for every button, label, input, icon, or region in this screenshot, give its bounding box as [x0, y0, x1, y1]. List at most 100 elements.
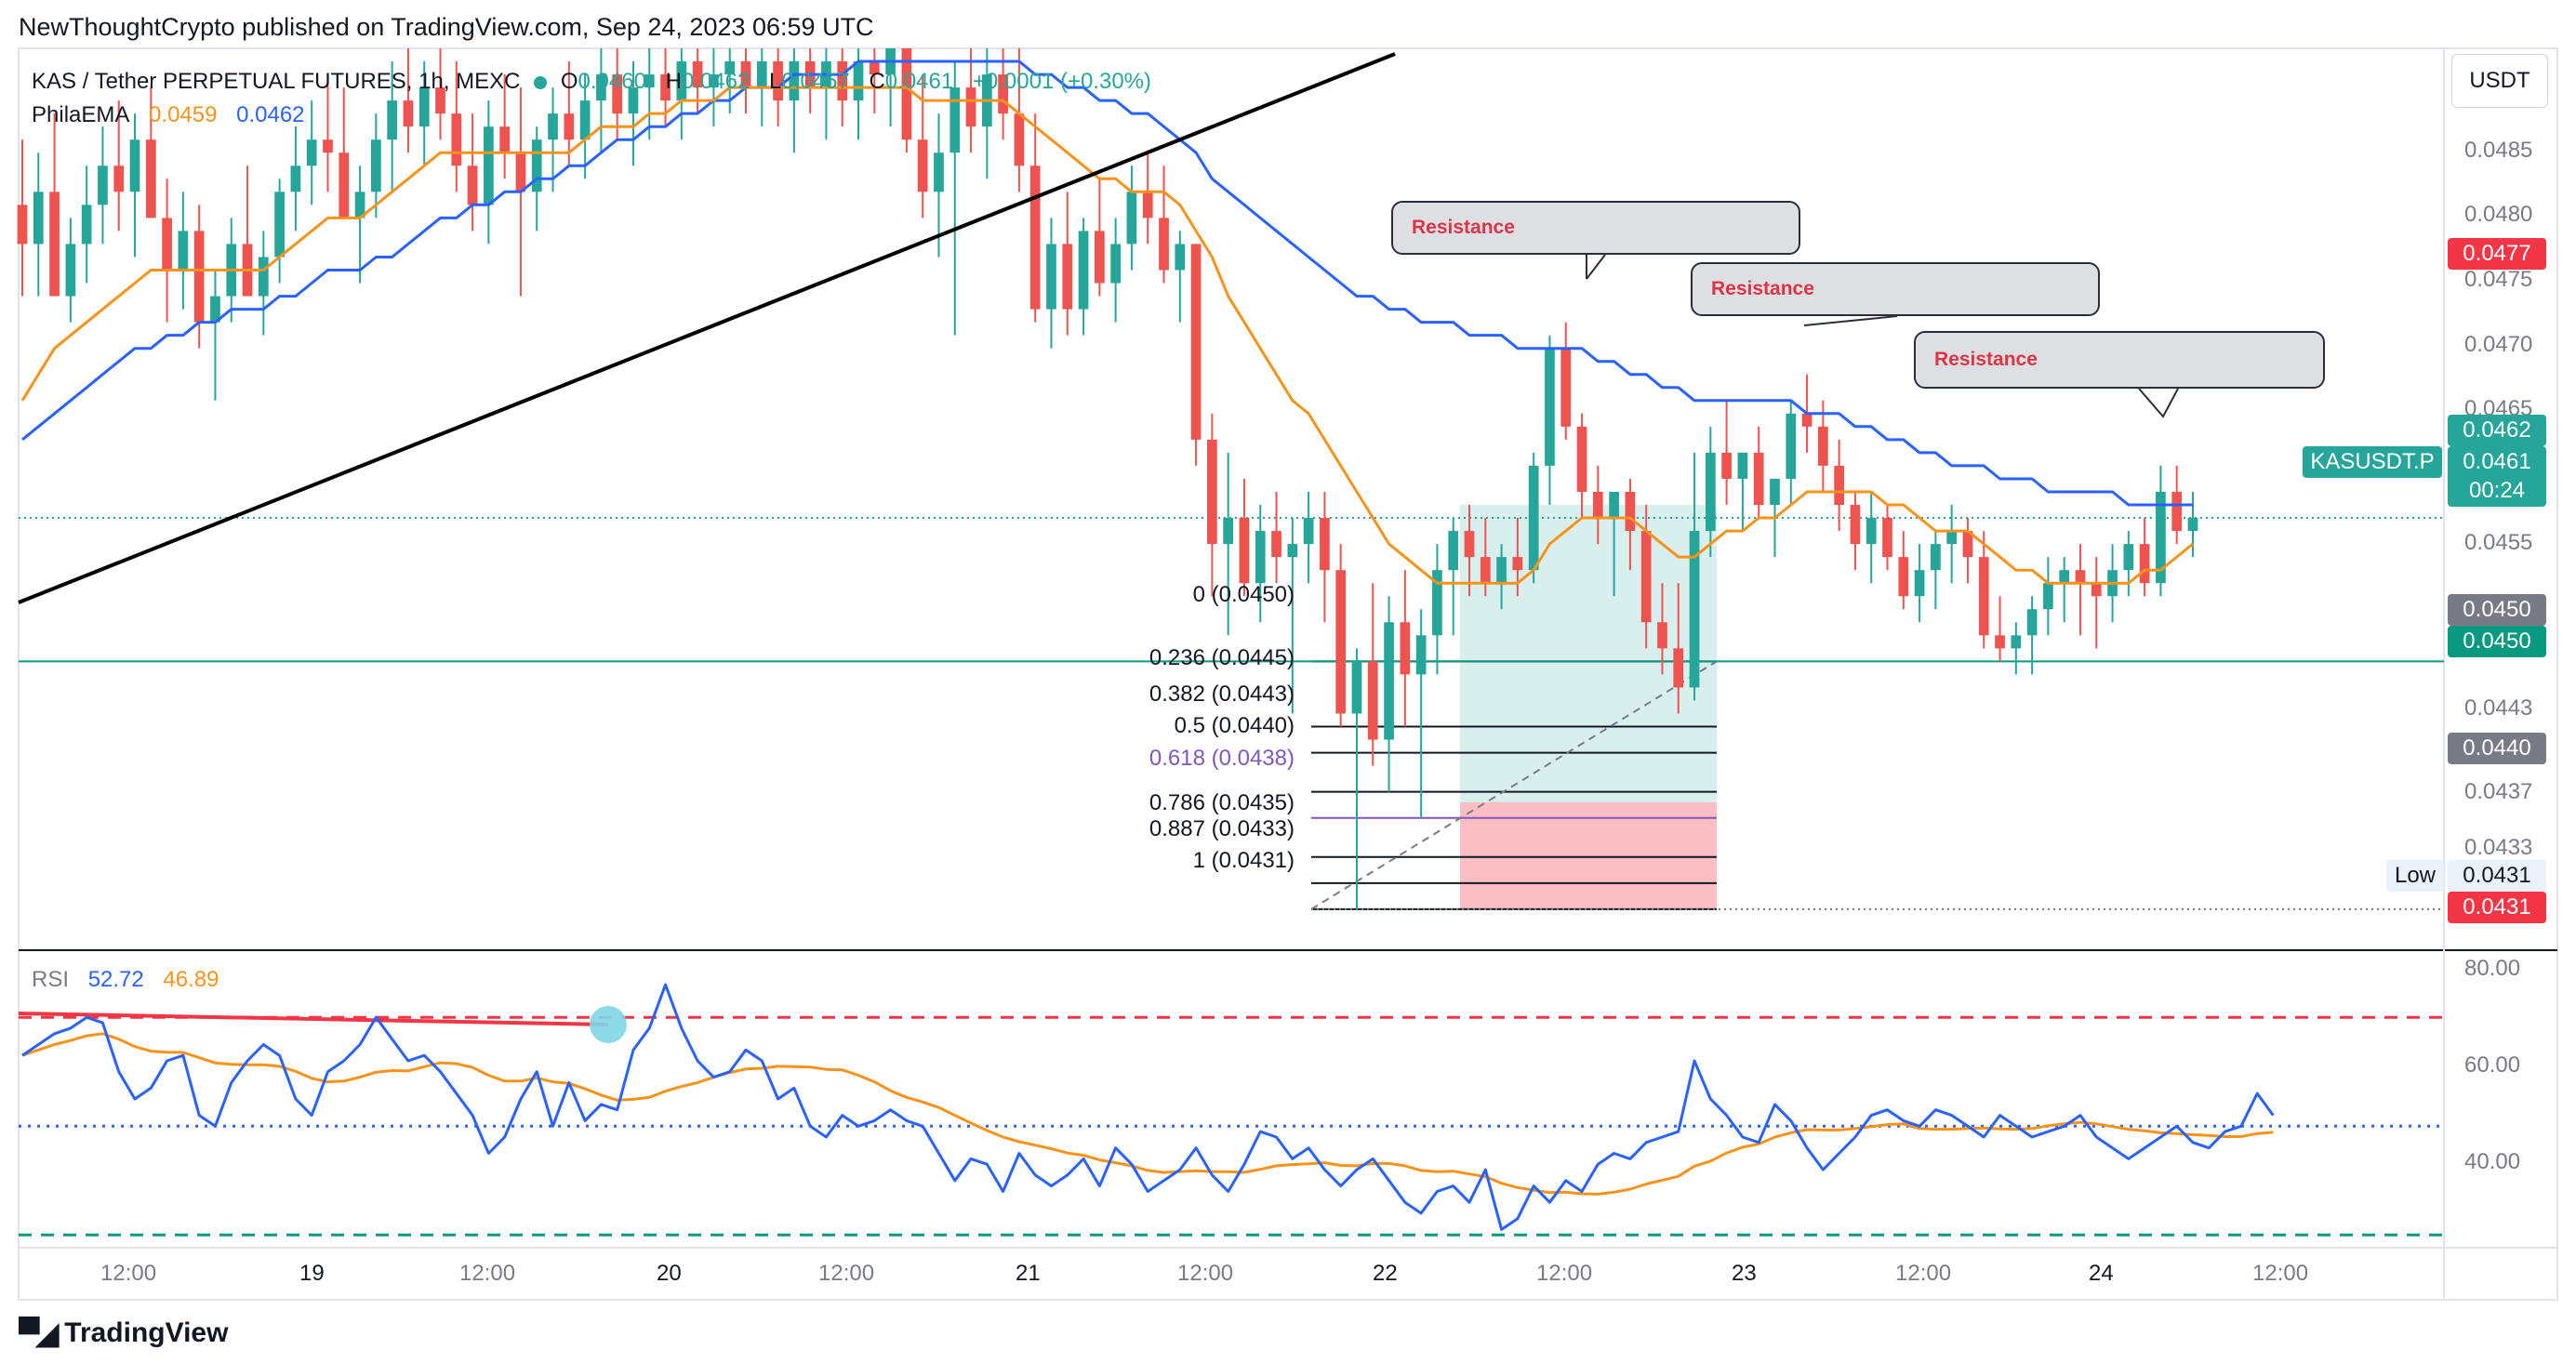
candle-body — [339, 152, 350, 218]
low-value-tag: 0.0431 — [2448, 860, 2546, 892]
rsi-ma-value: 46.89 — [163, 967, 219, 992]
candle-body — [1705, 452, 1716, 532]
price-tag-red-low: 0.0431 — [2448, 892, 2546, 923]
candle-body — [145, 139, 156, 218]
candle-body — [1142, 192, 1153, 218]
tradingview-logo[interactable]: ▀◢ TradingView — [19, 1316, 228, 1351]
rsi-tick: 40.00 — [2464, 1149, 2521, 1174]
status-dot-icon — [534, 75, 548, 89]
candle-body — [1882, 518, 1892, 558]
resistance-callout-3[interactable]: Resistance — [1914, 331, 2325, 389]
fib-label-0: 0 (0.0450) — [1192, 582, 1295, 607]
price-tag-gray-0440: 0.0440 — [2448, 733, 2546, 764]
candle-body — [548, 113, 558, 140]
open-label: O — [560, 69, 578, 94]
candle-body — [1287, 544, 1298, 558]
candle-body — [2187, 518, 2198, 532]
candle-body — [2123, 544, 2134, 571]
candle-body — [323, 139, 333, 153]
rsi-value: 52.72 — [87, 967, 144, 992]
ema-slow-line — [21, 60, 2193, 507]
candle-body — [564, 113, 575, 140]
time-tick: 12:00 — [1177, 1261, 1234, 1286]
resistance-callout-2[interactable]: Resistance — [1691, 262, 2100, 316]
candle-body — [1592, 491, 1603, 519]
candle-body — [515, 152, 526, 192]
fib-label-0786: 0.786 (0.0435) — [1149, 790, 1295, 815]
candle-body — [1737, 452, 1748, 479]
candle-body — [1190, 244, 1202, 440]
candle-body — [853, 61, 864, 101]
candle-body — [724, 61, 736, 75]
candle-body — [901, 48, 912, 140]
chart-frame — [18, 47, 2558, 1301]
candle-body — [435, 87, 445, 114]
time-tick: 12:00 — [2252, 1261, 2309, 1286]
rsi-line — [21, 983, 2275, 1231]
candle-body — [1995, 635, 2005, 649]
candle-body — [709, 74, 719, 88]
price-tag-gray-0450: 0.0450 — [2448, 594, 2546, 626]
candle-body — [1834, 465, 1845, 506]
candle-body — [1786, 413, 1797, 479]
low-label: Low — [2386, 860, 2444, 892]
candle-body — [692, 61, 703, 88]
time-tick: 12:00 — [818, 1261, 875, 1286]
candle-body — [660, 74, 671, 101]
candle-body — [1528, 465, 1539, 571]
low-label: L — [769, 69, 782, 94]
rsi-ma-line — [21, 1032, 2274, 1196]
candle-body — [531, 139, 542, 192]
candle-body — [1400, 622, 1411, 675]
price-tick: 0.0475 — [2464, 267, 2533, 292]
candle-body — [644, 74, 655, 88]
symbol-name[interactable]: KAS / Tether PERPETUAL FUTURES, 1h, MEXC — [32, 69, 521, 94]
candle-body — [1432, 570, 1442, 636]
fib-label-0618: 0.618 (0.0438) — [1149, 746, 1295, 771]
candle-body — [1126, 192, 1137, 245]
candle-body — [1448, 531, 1459, 571]
candle-body — [1560, 348, 1572, 427]
candle-body — [403, 100, 414, 127]
candle-body — [1657, 622, 1667, 649]
time-tick: 22 — [1373, 1261, 1398, 1286]
candle-body — [2139, 544, 2150, 584]
candle-body — [162, 218, 172, 271]
candle-body — [129, 139, 140, 192]
indicator-name[interactable]: PhilaEMA — [32, 102, 130, 127]
resistance-pointer-3 — [2138, 388, 2179, 418]
candle-body — [2026, 609, 2038, 636]
candle-body — [1914, 570, 1925, 597]
candle-body — [1175, 244, 1186, 271]
candle-body — [193, 231, 205, 323]
candle-body — [756, 61, 767, 88]
candle-body — [467, 165, 478, 205]
currency-button[interactable]: USDT — [2451, 54, 2548, 108]
candle-body — [210, 296, 220, 323]
rsi-label[interactable]: RSI — [32, 967, 70, 992]
time-tick: 21 — [1016, 1261, 1041, 1286]
ohlc-row: KAS / Tether PERPETUAL FUTURES, 1h, MEXC… — [32, 65, 1151, 99]
open-value: 0.0460 — [578, 69, 646, 94]
candle-body — [258, 257, 269, 297]
candle-body — [1545, 348, 1555, 466]
price-tick: 0.0485 — [2464, 138, 2533, 163]
price-tick: 0.0437 — [2464, 779, 2533, 804]
candle-body — [1255, 531, 1266, 584]
candle-body — [1110, 244, 1122, 284]
candle-body — [934, 152, 944, 192]
resistance-callout-1[interactable]: Resistance — [1391, 201, 1800, 255]
candle-body — [1367, 661, 1378, 740]
candle-body — [418, 87, 430, 127]
symbol-tag[interactable]: KASUSDT.P — [2303, 446, 2442, 478]
price-tick: 0.0480 — [2464, 202, 2533, 227]
candle-body — [17, 205, 28, 245]
low-value: 0.0457 — [781, 69, 850, 94]
candle-body — [290, 165, 301, 192]
candle-body — [1866, 518, 1877, 545]
candle-body — [1978, 557, 1989, 636]
high-value: 0.0462 — [681, 69, 750, 94]
fib-label-05: 0.5 (0.0440) — [1174, 713, 1295, 738]
candle-body — [917, 139, 928, 192]
